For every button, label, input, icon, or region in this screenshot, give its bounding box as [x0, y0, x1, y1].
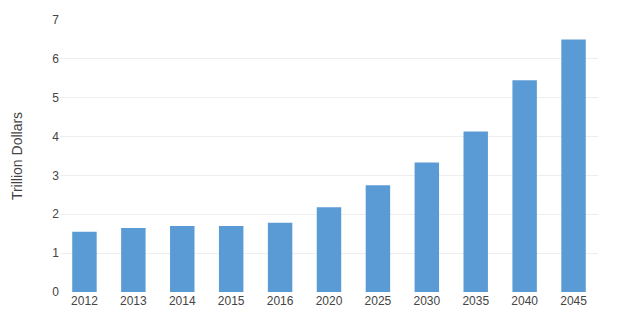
svg-text:2015: 2015: [218, 294, 245, 308]
svg-text:1: 1: [52, 246, 59, 260]
svg-text:2016: 2016: [267, 294, 294, 308]
svg-text:2040: 2040: [511, 294, 538, 308]
svg-text:Trillion Dollars: Trillion Dollars: [9, 112, 25, 200]
svg-text:5: 5: [52, 91, 59, 105]
svg-text:2014: 2014: [169, 294, 196, 308]
svg-text:3: 3: [52, 169, 59, 183]
svg-text:0: 0: [52, 285, 59, 299]
svg-text:4: 4: [52, 130, 59, 144]
svg-text:2013: 2013: [120, 294, 147, 308]
svg-text:2030: 2030: [413, 294, 440, 308]
svg-text:2020: 2020: [316, 294, 343, 308]
svg-text:2045: 2045: [560, 294, 587, 308]
svg-text:7: 7: [52, 13, 59, 27]
svg-text:2025: 2025: [365, 294, 392, 308]
svg-text:6: 6: [52, 52, 59, 66]
svg-text:2012: 2012: [71, 294, 98, 308]
svg-text:2035: 2035: [462, 294, 489, 308]
svg-text:2: 2: [52, 207, 59, 221]
